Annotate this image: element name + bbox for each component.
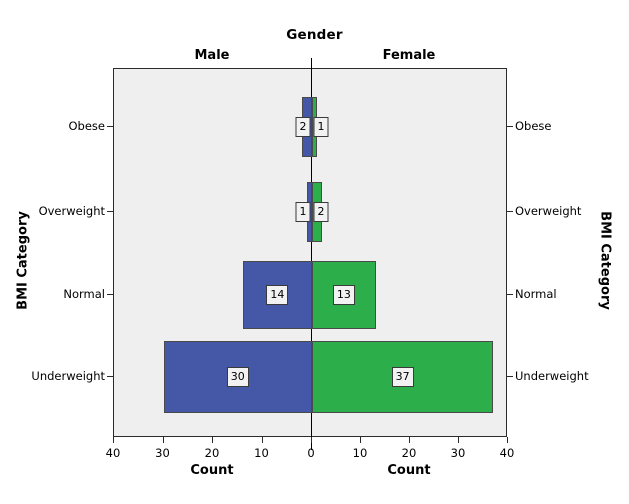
bar-value-label-female-normal: 13 xyxy=(332,285,355,305)
y-tick-mark-right xyxy=(507,126,513,127)
bar-value-label-male-underweight: 30 xyxy=(226,367,249,387)
x-tick-label-male-0: 0 xyxy=(307,446,315,460)
x-tick-mark xyxy=(113,437,114,443)
x-tick-label-male-40: 40 xyxy=(105,446,121,460)
x-tick-label-female-20: 20 xyxy=(401,446,417,460)
y-tick-mark-right xyxy=(507,376,513,377)
x-tick-label-male-20: 20 xyxy=(204,446,220,460)
bar-value-label-male-obese: 2 xyxy=(295,117,311,137)
y-axis-title-left: BMI Category xyxy=(15,211,31,310)
x-tick-mark xyxy=(507,437,508,443)
y-category-label-right-obese: Obese xyxy=(515,119,552,133)
chart-title: Gender xyxy=(286,27,343,43)
x-axis-title-female: Count xyxy=(387,463,431,478)
x-tick-label-female-30: 30 xyxy=(450,446,466,460)
bar-value-label-female-overweight: 2 xyxy=(313,202,329,222)
y-tick-mark-left xyxy=(107,126,113,127)
y-tick-mark-left xyxy=(107,294,113,295)
y-category-label-left-normal: Normal xyxy=(63,287,105,301)
y-tick-mark-left xyxy=(107,211,113,212)
x-tick-label-female-10: 10 xyxy=(352,446,368,460)
x-axis-title-male: Count xyxy=(190,463,234,478)
x-tick-mark xyxy=(311,437,312,443)
y-category-label-left-overweight: Overweight xyxy=(38,204,105,218)
center-axis-line xyxy=(311,58,312,450)
x-tick-label-male-30: 30 xyxy=(155,446,170,460)
bar-value-label-female-obese: 1 xyxy=(313,117,329,137)
panel-title-male: Male xyxy=(194,48,230,63)
x-tick-mark xyxy=(360,437,361,443)
y-tick-mark-right xyxy=(507,211,513,212)
y-category-label-left-obese: Obese xyxy=(68,119,106,133)
x-tick-mark xyxy=(409,437,410,443)
y-axis-title-right: BMI Category xyxy=(597,211,613,310)
y-category-label-right-underweight: Underweight xyxy=(515,369,589,383)
x-tick-mark xyxy=(162,437,164,443)
x-tick-mark xyxy=(458,437,459,443)
x-tick-mark xyxy=(261,437,263,443)
panel-title-female: Female xyxy=(382,48,436,63)
bar-value-label-female-underweight: 37 xyxy=(391,367,414,387)
y-category-label-right-overweight: Overweight xyxy=(515,204,582,218)
y-tick-mark-right xyxy=(507,294,513,295)
x-tick-label-female-40: 40 xyxy=(499,446,515,460)
bar-value-label-male-overweight: 1 xyxy=(295,202,311,222)
x-tick-label-male-10: 10 xyxy=(254,446,269,460)
x-tick-mark xyxy=(212,437,213,443)
y-tick-mark-left xyxy=(107,376,113,377)
plot-area: 2 1 1 2 14 13 30 37 xyxy=(113,58,507,450)
y-category-label-left-underweight: Underweight xyxy=(31,369,105,383)
bar-value-label-male-normal: 14 xyxy=(266,285,289,305)
y-category-label-right-normal: Normal xyxy=(515,287,557,301)
